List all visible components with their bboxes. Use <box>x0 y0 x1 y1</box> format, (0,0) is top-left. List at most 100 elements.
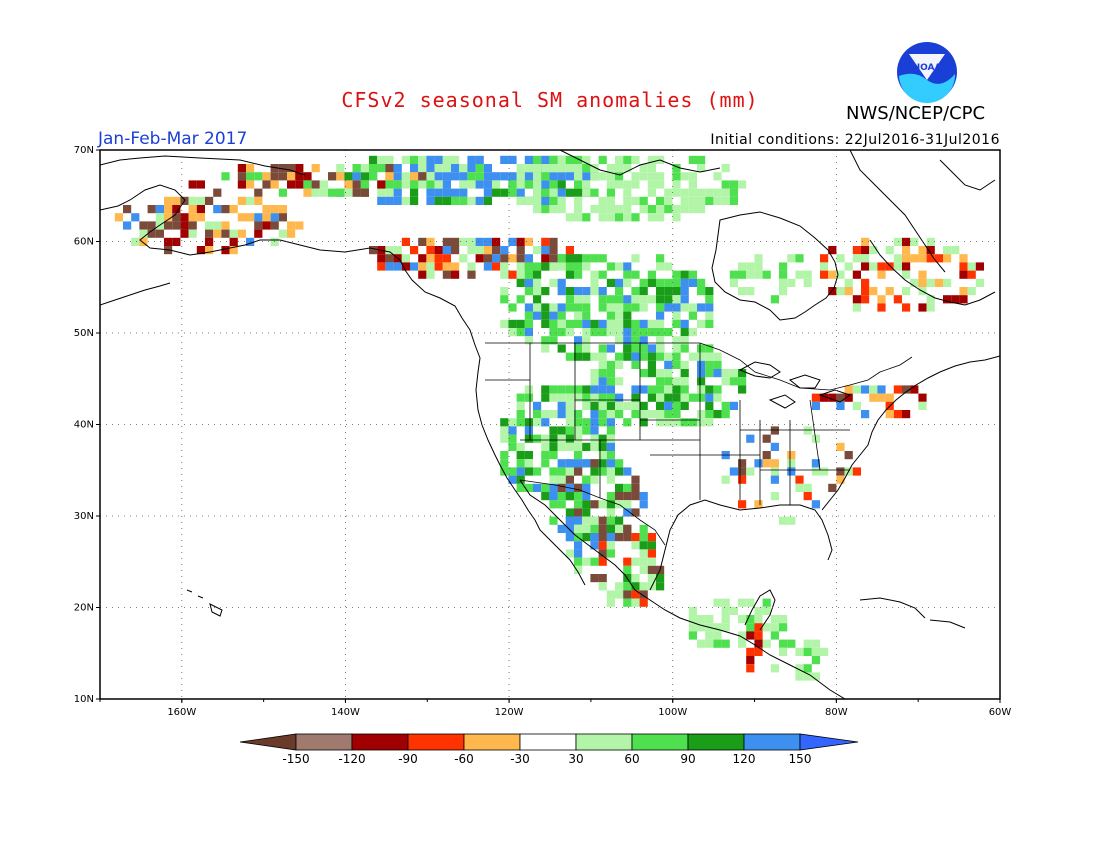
anomaly-cell <box>582 500 591 509</box>
anomaly-cell <box>598 541 607 550</box>
anomaly-cell <box>647 164 656 173</box>
anomaly-cell <box>647 549 656 558</box>
anomaly-cell <box>656 295 665 304</box>
anomaly-cell <box>565 328 574 337</box>
anomaly-cell <box>615 155 624 164</box>
anomaly-cell <box>623 164 632 173</box>
anomaly-cell <box>606 516 615 525</box>
anomaly-cell <box>697 360 706 369</box>
anomaly-cell <box>524 385 533 394</box>
anomaly-cell <box>393 196 402 205</box>
anomaly-cell <box>533 287 542 296</box>
anomaly-cell <box>541 303 550 312</box>
anomaly-cell <box>844 393 853 402</box>
anomaly-cell <box>434 172 443 181</box>
anomaly-cell <box>770 442 779 451</box>
anomaly-cell <box>729 369 738 378</box>
anomaly-cell <box>557 205 566 214</box>
anomaly-cell <box>918 254 927 263</box>
anomaly-cell <box>721 377 730 386</box>
lon-tick-label: 160W <box>167 707 196 718</box>
anomaly-cell <box>582 295 591 304</box>
anomaly-cell <box>188 205 197 214</box>
anomaly-cell <box>574 164 583 173</box>
anomaly-cell <box>557 180 566 189</box>
anomaly-cell <box>713 196 722 205</box>
anomaly-cell <box>598 401 607 410</box>
anomaly-cell <box>672 180 681 189</box>
anomaly-cell <box>483 254 492 263</box>
anomaly-cell <box>688 352 697 361</box>
anomaly-cell <box>697 623 706 632</box>
anomaly-cell <box>631 196 640 205</box>
colorbar-segment <box>295 733 353 751</box>
anomaly-cell <box>803 639 812 648</box>
anomaly-cell <box>926 295 935 304</box>
anomaly-cell <box>541 336 550 345</box>
anomaly-cell <box>680 303 689 312</box>
anomaly-cell <box>541 188 550 197</box>
anomaly-cell <box>770 426 779 435</box>
anomaly-cell <box>852 385 861 394</box>
anomaly-cell <box>639 303 648 312</box>
anomaly-cell <box>861 287 870 296</box>
colorbar-segment <box>743 733 801 751</box>
anomaly-cell <box>959 254 968 263</box>
anomaly-cell <box>672 393 681 402</box>
colorbar-label: -60 <box>454 752 474 766</box>
anomaly-cell <box>516 196 525 205</box>
anomaly-cell <box>738 475 747 484</box>
anomaly-cell <box>508 155 517 164</box>
anomaly-cell <box>172 237 181 246</box>
anomaly-cell <box>574 336 583 345</box>
anomaly-cell <box>762 623 771 632</box>
anomaly-cell <box>311 188 320 197</box>
anomaly-cell <box>582 319 591 328</box>
anomaly-cell <box>721 598 730 607</box>
anomaly-cell <box>795 664 804 673</box>
anomaly-cell <box>639 319 648 328</box>
anomaly-cell <box>377 254 386 263</box>
anomaly-cell <box>582 524 591 533</box>
anomaly-cell <box>795 672 804 681</box>
anomaly-cell <box>582 180 591 189</box>
anomaly-cell <box>533 418 542 427</box>
anomaly-cell <box>574 541 583 550</box>
anomaly-cell <box>647 574 656 583</box>
anomaly-cell <box>500 188 509 197</box>
anomaly-cell <box>746 647 755 656</box>
anomaly-cell <box>467 262 476 271</box>
anomaly-cell <box>549 188 558 197</box>
anomaly-cell <box>713 352 722 361</box>
anomaly-cell <box>598 385 607 394</box>
anomaly-cell <box>410 164 419 173</box>
anomaly-cell <box>762 434 771 443</box>
anomaly-cell <box>623 188 632 197</box>
anomaly-cell <box>688 311 697 320</box>
anomaly-cell <box>524 262 533 271</box>
anomaly-cell <box>549 180 558 189</box>
anomaly-cell <box>377 196 386 205</box>
anomaly-cell <box>483 188 492 197</box>
anomaly-cell <box>524 196 533 205</box>
anomaly-cell <box>656 311 665 320</box>
anomaly-cell <box>565 393 574 402</box>
anomaly-cell <box>836 475 845 484</box>
anomaly-cell <box>639 287 648 296</box>
anomaly-cell <box>606 533 615 542</box>
anomaly-cell <box>705 639 714 648</box>
anomaly-cell <box>606 598 615 607</box>
anomaly-cell <box>565 459 574 468</box>
anomaly-cell <box>811 401 820 410</box>
anomaly-cell <box>557 524 566 533</box>
anomaly-cell <box>680 369 689 378</box>
anomaly-cell <box>852 401 861 410</box>
anomaly-cell <box>697 639 706 648</box>
anomaly-cell <box>606 164 615 173</box>
anomaly-cell <box>541 393 550 402</box>
anomaly-cell <box>352 172 361 181</box>
anomaly-cell <box>574 393 583 402</box>
anomaly-cell <box>754 459 763 468</box>
anomaly-cell <box>606 524 615 533</box>
anomaly-cell <box>688 180 697 189</box>
